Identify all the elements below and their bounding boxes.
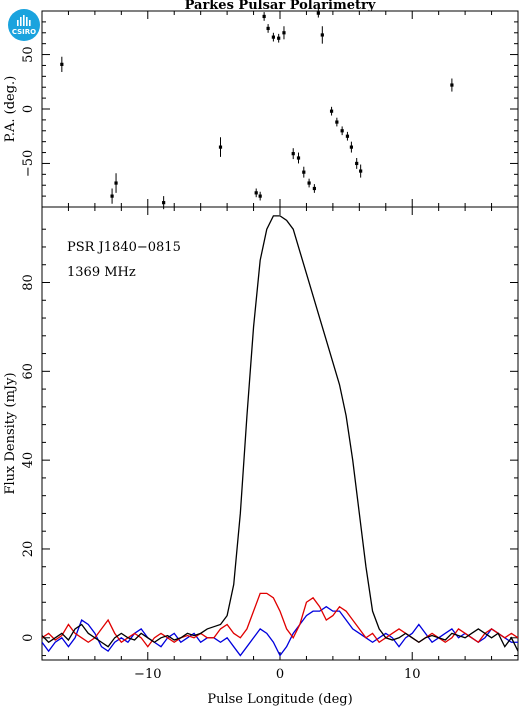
- flux-y-tick-label: 80: [21, 274, 36, 291]
- flux-y-tick-label: 60: [21, 363, 36, 380]
- pa-point: [450, 83, 454, 87]
- pa-y-tick-label: −50: [21, 150, 36, 177]
- pa-point: [162, 201, 166, 205]
- x-axis-label: Pulse Longitude (deg): [207, 692, 352, 707]
- pa-point: [296, 156, 301, 160]
- pa-y-tick-label: 50: [21, 46, 36, 63]
- pa-point: [266, 26, 270, 31]
- pa-point: [307, 181, 311, 185]
- chart-title: Parkes Pulsar Polarimetry: [185, 0, 376, 13]
- pa-point: [114, 181, 118, 185]
- frequency-label: 1369 MHz: [67, 265, 136, 280]
- pa-point: [302, 170, 306, 174]
- pa-point: [316, 11, 320, 15]
- x-tick-label: −10: [134, 667, 161, 682]
- pa-point: [329, 109, 334, 113]
- csiro-logo-text: CSIRO: [11, 28, 37, 36]
- flux-series-line: [42, 215, 518, 652]
- pa-point: [262, 14, 266, 19]
- pa-point: [320, 33, 324, 37]
- flux-y-tick-label: 0: [21, 634, 36, 642]
- pa-point: [271, 35, 275, 39]
- pa-point: [258, 194, 262, 198]
- x-tick-label: 10: [404, 667, 421, 682]
- pa-point: [218, 145, 223, 149]
- pulsar-name-label: PSR J1840−0815: [67, 240, 181, 255]
- pa-point: [60, 62, 64, 66]
- pa-point: [335, 120, 339, 124]
- flux-y-tick-label: 20: [21, 541, 36, 558]
- pa-point: [340, 129, 344, 133]
- x-tick-label: 0: [276, 667, 284, 682]
- csiro-bars-icon: [17, 15, 31, 26]
- flux-y-tick-label: 40: [21, 452, 36, 469]
- pa-point: [312, 186, 316, 191]
- pa-point: [254, 191, 258, 195]
- pa-point: [110, 194, 114, 198]
- flux-y-axis-label: Flux Density (mJy): [3, 372, 18, 494]
- pa-y-tick-label: 0: [21, 105, 36, 113]
- csiro-logo: CSIRO: [8, 9, 40, 41]
- pa-point: [349, 145, 353, 149]
- pa-point: [355, 161, 359, 166]
- pa-point: [359, 169, 363, 173]
- pa-panel-frame: [41, 10, 519, 208]
- pa-point: [277, 36, 281, 40]
- pa-y-axis-label: P.A. (deg.): [3, 76, 18, 143]
- pa-point: [345, 134, 350, 138]
- pa-point: [282, 31, 286, 35]
- pa-point: [291, 152, 295, 156]
